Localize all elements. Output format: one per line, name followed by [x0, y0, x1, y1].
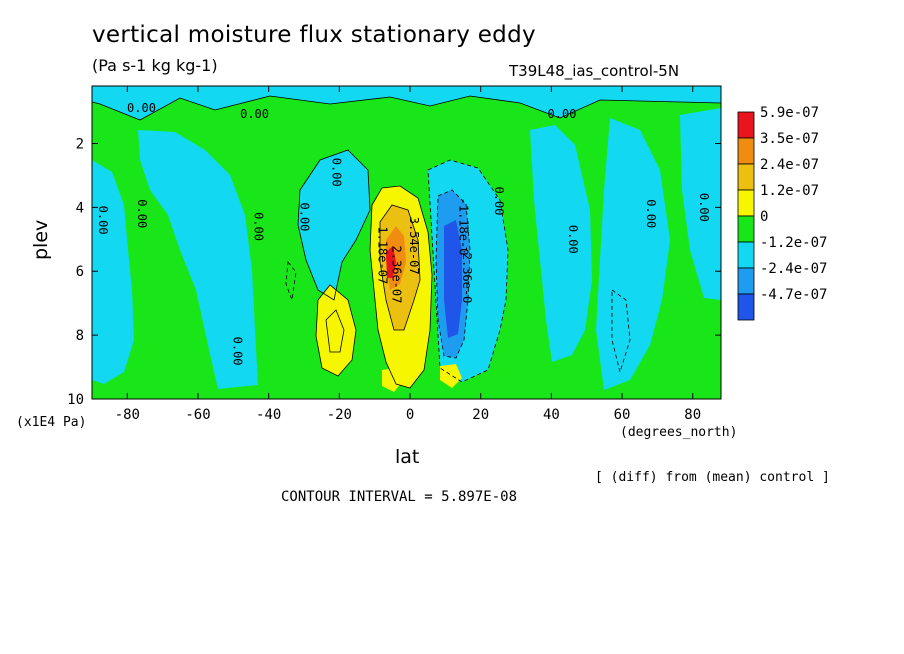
- contour-label: 0.00: [644, 199, 658, 228]
- negative-column: [530, 125, 592, 362]
- contour-label: 0.00: [96, 206, 110, 235]
- colorbar-swatch: [737, 215, 755, 243]
- negative-band-top: [92, 86, 721, 120]
- contour-label: 0.00: [240, 107, 269, 121]
- colorbar-swatch: [737, 111, 755, 139]
- contour-label: 0.00: [230, 337, 244, 366]
- colorbar-label: 3.5e-07: [760, 131, 819, 147]
- colorbar-label: -2.4e-07: [760, 261, 827, 277]
- contour-lines: [92, 95, 721, 389]
- colorbar-swatch: [737, 267, 755, 295]
- contour-label: 0.00: [135, 199, 149, 228]
- contour-labels: 0.00 0.00 0.00 0.00 0.00 0.00 0.00 0.00 0.00 0.00…: [96, 101, 711, 366]
- colorbar-swatch: [737, 163, 755, 191]
- colorbar-swatch: [737, 241, 755, 269]
- y-tick-label: 8: [76, 328, 84, 344]
- colorbar-swatch: [737, 189, 755, 217]
- contour-label: 3.54e-07: [407, 217, 421, 275]
- colorbar: 5.9e-07 3.5e-07 2.4e-07 1.2e-07 0 -1.2e-07 -2.…: [737, 105, 827, 321]
- colorbar-swatch: [737, 293, 755, 321]
- colorbar-label: 0: [760, 209, 768, 225]
- y-axis: 2 4 6 8 10: [67, 136, 721, 408]
- colorbar-label: 2.4e-07: [760, 157, 819, 173]
- plot-frame: [91, 85, 722, 400]
- y-tick-label: 6: [76, 264, 84, 280]
- contour-label: 0.00: [252, 212, 266, 241]
- x-tick-label: -60: [185, 407, 210, 423]
- x-tick-label: 40: [543, 407, 560, 423]
- contour-interval: CONTOUR INTERVAL = 5.897E-08: [281, 489, 518, 505]
- filled-contours: [92, 86, 721, 399]
- colorbar-swatch: [737, 137, 755, 165]
- x-axis-label: lat: [395, 446, 420, 468]
- contour-label: 0.00: [548, 107, 577, 121]
- y-axis-label: plev: [30, 219, 52, 260]
- contour-label: 1.18e-07: [375, 226, 389, 284]
- negative-core-max: [444, 220, 462, 338]
- contour-label: 0.00: [329, 158, 343, 187]
- y-axis-unit: (x1E4 Pa): [16, 415, 87, 430]
- negative-column: [596, 118, 670, 390]
- x-axis: -80 -60 -40 -20 0 20 40 60 80: [115, 86, 701, 423]
- x-tick-label: -80: [115, 407, 140, 423]
- negative-column: [680, 108, 721, 300]
- chart-units: (Pa s-1 kg kg-1): [92, 56, 218, 75]
- contour-label: 0.00: [566, 225, 580, 254]
- contour-label: 0.00: [127, 101, 156, 115]
- positive-blob: [316, 285, 356, 376]
- contour-label: -2.36e-0: [460, 246, 474, 304]
- negative-column: [138, 130, 258, 389]
- colorbar-label: -1.2e-07: [760, 235, 827, 251]
- y-tick-label: 4: [76, 200, 84, 216]
- negative-column: [298, 150, 370, 300]
- contour-label: -1.18e-0: [457, 198, 471, 256]
- contour-label: 0.00: [298, 202, 312, 231]
- positive-tower-max: [386, 246, 396, 278]
- positive-blob: [440, 364, 462, 388]
- contour-label: 0.00: [697, 193, 711, 222]
- negative-contour-lines: [285, 159, 631, 383]
- x-tick-label: -40: [256, 407, 281, 423]
- x-tick-label: -20: [327, 407, 352, 423]
- x-tick-label: 0: [406, 407, 414, 423]
- negative-column: [92, 160, 134, 384]
- x-tick-label: 80: [684, 407, 701, 423]
- x-axis-unit: (degrees_north): [620, 425, 738, 440]
- run-name: T39L48_ias_control-5N: [509, 62, 680, 80]
- diff-note: [ (diff) from (mean) control ]: [595, 470, 830, 485]
- colorbar-label: -4.7e-07: [760, 287, 827, 303]
- y-tick-label: 10: [67, 392, 84, 408]
- colorbar-label: 5.9e-07: [760, 105, 819, 121]
- contour-label: 0.00: [492, 187, 506, 216]
- chart-title: vertical moisture flux stationary eddy: [92, 22, 536, 48]
- colorbar-label: 1.2e-07: [760, 183, 819, 199]
- x-tick-label: 60: [614, 407, 631, 423]
- x-tick-label: 20: [472, 407, 489, 423]
- contour-label: 2.36e-07: [389, 246, 403, 304]
- positive-blob: [382, 368, 402, 392]
- y-tick-label: 2: [76, 136, 84, 152]
